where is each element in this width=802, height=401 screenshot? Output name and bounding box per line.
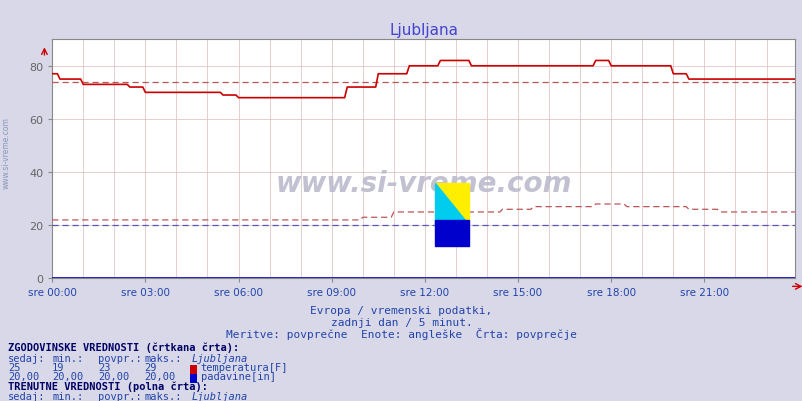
Text: povpr.:: povpr.:: [98, 353, 141, 363]
Text: 29: 29: [144, 363, 157, 373]
Text: maks.:: maks.:: [144, 353, 182, 363]
Text: 20,00: 20,00: [8, 371, 39, 381]
Text: 20,00: 20,00: [144, 371, 176, 381]
Polygon shape: [435, 183, 468, 226]
Polygon shape: [435, 183, 468, 226]
Text: Ljubljana: Ljubljana: [191, 353, 247, 363]
Text: sedaj:: sedaj:: [8, 391, 46, 401]
Bar: [435, 221, 468, 247]
Text: padavine[in]: padavine[in]: [200, 371, 275, 381]
Text: 25: 25: [8, 363, 21, 373]
Text: Ljubljana: Ljubljana: [191, 391, 247, 401]
Text: min.:: min.:: [52, 353, 83, 363]
Text: zadnji dan / 5 minut.: zadnji dan / 5 minut.: [330, 317, 472, 327]
Text: Meritve: povprečne  Enote: angleške  Črta: povprečje: Meritve: povprečne Enote: angleške Črta:…: [225, 327, 577, 339]
Text: temperatura[F]: temperatura[F]: [200, 363, 288, 373]
Text: min.:: min.:: [52, 391, 83, 401]
Text: 20,00: 20,00: [98, 371, 129, 381]
Text: povpr.:: povpr.:: [98, 391, 141, 401]
Text: ZGODOVINSKE VREDNOSTI (črtkana črta):: ZGODOVINSKE VREDNOSTI (črtkana črta):: [8, 341, 239, 352]
Text: TRENUTNE VREDNOSTI (polna črta):: TRENUTNE VREDNOSTI (polna črta):: [8, 381, 208, 391]
Text: Evropa / vremenski podatki,: Evropa / vremenski podatki,: [310, 305, 492, 315]
Title: Ljubljana: Ljubljana: [389, 22, 457, 38]
Text: 19: 19: [52, 363, 65, 373]
Text: www.si-vreme.com: www.si-vreme.com: [2, 117, 11, 188]
Text: maks.:: maks.:: [144, 391, 182, 401]
Text: www.si-vreme.com: www.si-vreme.com: [275, 169, 571, 197]
Text: 20,00: 20,00: [52, 371, 83, 381]
Text: 23: 23: [98, 363, 111, 373]
Text: sedaj:: sedaj:: [8, 353, 46, 363]
